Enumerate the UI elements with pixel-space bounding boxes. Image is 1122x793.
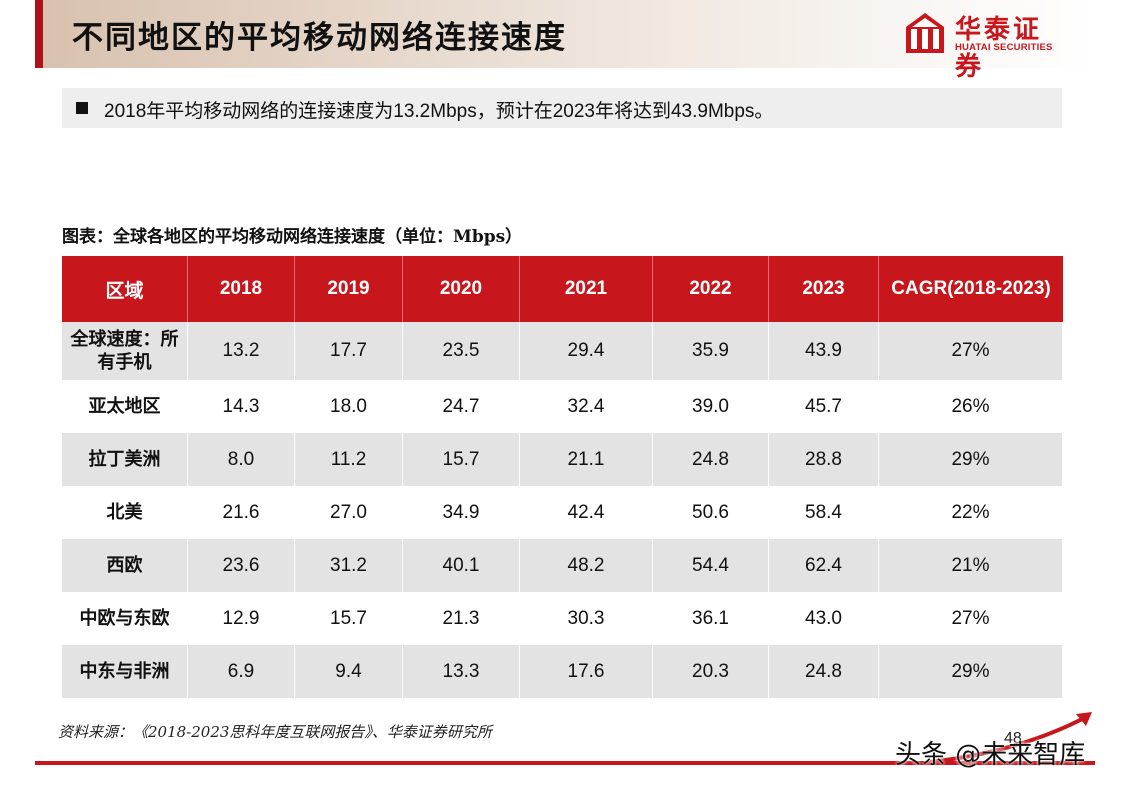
value-cell: 18.0 — [295, 380, 403, 433]
table-row: 中东与非洲 6.9 9.4 13.3 17.6 20.3 24.8 29% — [62, 645, 1063, 698]
value-cell: 43.9 — [769, 322, 879, 380]
value-cell: 40.1 — [403, 539, 520, 592]
value-cell: 28.8 — [769, 433, 879, 486]
table-row: 亚太地区 14.3 18.0 24.7 32.4 39.0 45.7 26% — [62, 380, 1063, 433]
cagr-cell: 29% — [879, 433, 1063, 486]
region-label-line1: 全球速度：所 — [70, 329, 179, 350]
value-cell: 24.8 — [769, 645, 879, 698]
cagr-cell: 21% — [879, 539, 1063, 592]
value-cell: 34.9 — [403, 486, 520, 539]
logo-chinese-name: 华泰证券 — [955, 15, 1043, 82]
value-cell: 21.6 — [188, 486, 295, 539]
region-cell: 中欧与东欧 — [62, 592, 188, 645]
value-cell: 23.6 — [188, 539, 295, 592]
value-cell: 15.7 — [295, 592, 403, 645]
value-cell: 9.4 — [295, 645, 403, 698]
value-cell: 17.7 — [295, 322, 403, 380]
header-cell: CAGR(2018-2023) — [879, 256, 1063, 322]
region-cell: 全球速度：所 有手机 — [62, 322, 188, 380]
cagr-cell: 26% — [879, 380, 1063, 433]
source-note: 资料来源：《2018-2023思科年度互联网报告》、华泰证券研究所 — [58, 723, 492, 741]
summary-text: 2018年平均移动网络的连接速度为13.2Mbps，预计在2023年将达到43.… — [104, 101, 774, 122]
footer-line — [35, 761, 1095, 765]
region-cell: 亚太地区 — [62, 380, 188, 433]
header-cell: 2019 — [295, 256, 403, 322]
cagr-cell: 27% — [879, 592, 1063, 645]
table-title: 图表：全球各地区的平均移动网络连接速度（单位：Mbps） — [62, 227, 523, 247]
value-cell: 8.0 — [188, 433, 295, 486]
value-cell: 15.7 — [403, 433, 520, 486]
value-cell: 13.3 — [403, 645, 520, 698]
table-row: 拉丁美洲 8.0 11.2 15.7 21.1 24.8 28.8 29% — [62, 433, 1063, 486]
value-cell: 48.2 — [520, 539, 653, 592]
value-cell: 39.0 — [653, 380, 769, 433]
value-cell: 6.9 — [188, 645, 295, 698]
table-row: 中欧与东欧 12.9 15.7 21.3 30.3 36.1 43.0 27% — [62, 592, 1063, 645]
value-cell: 27.0 — [295, 486, 403, 539]
table-row: 北美 21.6 27.0 34.9 42.4 50.6 58.4 22% — [62, 486, 1063, 539]
table-row: 西欧 23.6 31.2 40.1 48.2 54.4 62.4 21% — [62, 539, 1063, 592]
region-cell: 北美 — [62, 486, 188, 539]
table-row: 全球速度：所 有手机 13.2 17.7 23.5 29.4 35.9 43.9… — [62, 322, 1063, 380]
value-cell: 20.3 — [653, 645, 769, 698]
value-cell: 29.4 — [520, 322, 653, 380]
value-cell: 11.2 — [295, 433, 403, 486]
header-cell: 2021 — [520, 256, 653, 322]
value-cell: 21.3 — [403, 592, 520, 645]
value-cell: 50.6 — [653, 486, 769, 539]
region-label-line2: 有手机 — [97, 352, 152, 373]
value-cell: 58.4 — [769, 486, 879, 539]
header-cell: 2018 — [188, 256, 295, 322]
value-cell: 54.4 — [653, 539, 769, 592]
value-cell: 12.9 — [188, 592, 295, 645]
speed-table: 区域 2018 2019 2020 2021 2022 2023 CAGR(20… — [62, 256, 1063, 698]
header-cell: 2020 — [403, 256, 520, 322]
header-cell: 2022 — [653, 256, 769, 322]
value-cell: 30.3 — [520, 592, 653, 645]
region-cell: 西欧 — [62, 539, 188, 592]
cagr-cell: 29% — [879, 645, 1063, 698]
value-cell: 62.4 — [769, 539, 879, 592]
value-cell: 45.7 — [769, 380, 879, 433]
title-accent-bar — [35, 0, 43, 68]
value-cell: 32.4 — [520, 380, 653, 433]
watermark-text: 头条 @未来智库 — [895, 740, 1086, 770]
logo-english-name: HUATAI SECURITIES — [955, 42, 1053, 53]
huatai-logo: 华泰证券 HUATAI SECURITIES — [905, 12, 1065, 82]
page-number: 48 — [1004, 730, 1022, 747]
cagr-cell: 27% — [879, 322, 1063, 380]
square-bullet-icon — [76, 102, 88, 114]
footer-swoosh-icon — [930, 712, 1092, 764]
value-cell: 24.7 — [403, 380, 520, 433]
value-cell: 23.5 — [403, 322, 520, 380]
value-cell: 13.2 — [188, 322, 295, 380]
value-cell: 14.3 — [188, 380, 295, 433]
value-cell: 36.1 — [653, 592, 769, 645]
value-cell: 24.8 — [653, 433, 769, 486]
value-cell: 35.9 — [653, 322, 769, 380]
cagr-cell: 22% — [879, 486, 1063, 539]
header-cell: 区域 — [62, 256, 188, 322]
summary-box: 2018年平均移动网络的连接速度为13.2Mbps，预计在2023年将达到43.… — [62, 88, 1062, 128]
huatai-logo-icon — [906, 13, 944, 53]
value-cell: 21.1 — [520, 433, 653, 486]
table-header-row: 区域 2018 2019 2020 2021 2022 2023 CAGR(20… — [62, 256, 1063, 322]
region-cell: 拉丁美洲 — [62, 433, 188, 486]
page-title: 不同地区的平均移动网络连接速度 — [72, 20, 567, 56]
value-cell: 42.4 — [520, 486, 653, 539]
value-cell: 43.0 — [769, 592, 879, 645]
value-cell: 31.2 — [295, 539, 403, 592]
region-cell: 中东与非洲 — [62, 645, 188, 698]
value-cell: 17.6 — [520, 645, 653, 698]
header-cell: 2023 — [769, 256, 879, 322]
